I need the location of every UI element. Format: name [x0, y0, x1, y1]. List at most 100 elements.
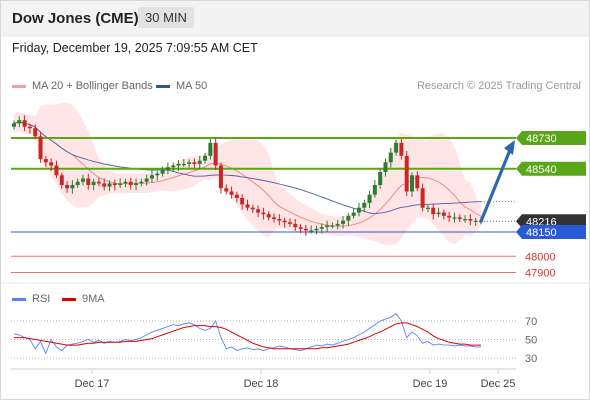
candle-body	[383, 162, 388, 173]
candle-body	[245, 204, 250, 208]
ma50-swatch	[156, 84, 170, 88]
level-tag-bg	[516, 225, 586, 239]
level-label-48000: 48000	[525, 251, 556, 263]
level-tag-text: 48150	[526, 227, 557, 239]
candle-body	[431, 207, 436, 215]
candle-body	[80, 178, 85, 182]
candle-body	[102, 183, 107, 187]
rsi-legend-label: RSI	[32, 293, 51, 305]
candle-body	[277, 219, 282, 221]
price-levels	[11, 137, 516, 274]
candle-body	[208, 142, 213, 156]
candle-body	[261, 212, 266, 215]
candle-body	[325, 225, 330, 228]
candle-body	[240, 197, 245, 205]
rsi-ma-line	[14, 322, 481, 350]
rsi-tick-label: 30	[525, 353, 537, 365]
candle-body	[65, 185, 70, 189]
candle-body	[425, 207, 430, 209]
candle-body	[70, 185, 75, 189]
forecast-arrow	[479, 140, 515, 223]
rsi-ma-swatch	[62, 297, 76, 301]
rsi-panel: 70 50 30	[11, 312, 537, 365]
candle-body	[176, 163, 181, 166]
candle-body	[341, 220, 346, 224]
candle-body	[224, 188, 229, 192]
level-tag-bg	[516, 161, 586, 176]
rsi-tick-label: 70	[525, 316, 537, 328]
candle-body	[203, 155, 208, 161]
candle-body	[473, 220, 478, 222]
rsi-swatch	[12, 297, 26, 301]
level-label-47900: 47900	[525, 268, 556, 280]
candle-body	[256, 209, 261, 213]
candle-body	[229, 191, 234, 195]
candle-body	[447, 215, 452, 218]
candle-body	[378, 172, 383, 185]
candle-body	[192, 162, 197, 164]
candle-body	[118, 183, 123, 185]
candle-body	[436, 212, 441, 215]
timeframe-badge[interactable]: 30 MIN	[138, 7, 194, 28]
candle-body	[59, 175, 64, 185]
candle-body	[49, 162, 54, 166]
candle-body	[356, 207, 361, 213]
candle-body	[187, 162, 192, 164]
copyright-notice: Research © 2025 Trading Central	[416, 80, 581, 92]
candle-body	[112, 183, 117, 185]
candles	[12, 115, 483, 236]
candle-body	[171, 165, 176, 168]
candle-body	[234, 194, 239, 198]
candle-body	[309, 230, 314, 232]
candle-body	[399, 142, 404, 156]
candle-body	[367, 194, 372, 203]
candle-body	[314, 228, 319, 231]
candle-body	[457, 217, 462, 220]
candle-body	[181, 163, 186, 166]
candle-body	[43, 159, 48, 163]
candle-body	[149, 175, 154, 179]
candle-body	[410, 175, 415, 192]
candle-body	[107, 183, 112, 187]
bollinger-band-area	[14, 103, 481, 246]
candle-body	[298, 227, 303, 229]
rsi-tick-label: 50	[525, 335, 537, 347]
ma50-legend: MA 50	[156, 80, 207, 92]
ma20-legend-label: MA 20 + Bollinger Bands	[32, 80, 153, 92]
candle-body	[266, 214, 271, 218]
rsi-line	[13, 312, 481, 355]
forecast-arrow-shaft	[479, 148, 512, 223]
candle-body	[415, 175, 420, 189]
candle-body	[144, 178, 149, 182]
candle-body	[362, 202, 367, 208]
level-label-48730: 48730	[516, 131, 586, 145]
candle-body	[213, 142, 218, 166]
rsi-ma-legend: 9MA	[62, 293, 105, 305]
x-tick-label: Dec 25	[481, 378, 516, 390]
candle-body	[404, 155, 409, 192]
candle-body	[123, 181, 128, 184]
candle-body	[165, 167, 170, 171]
candle-body	[96, 181, 101, 184]
candle-body	[134, 183, 139, 185]
x-tick-label: Dec 18	[244, 378, 279, 390]
x-tick-label: Dec 19	[413, 378, 448, 390]
level-tag-text: 47900	[525, 268, 556, 280]
forecast-arrow-head	[504, 140, 515, 155]
candle-body	[86, 178, 91, 185]
x-axis: Dec 17 Dec 18 Dec 19 Dec 25	[75, 369, 516, 390]
rsi-ma-legend-label: 9MA	[82, 293, 105, 305]
indicator-lines	[13, 121, 482, 227]
bollinger-bands	[14, 103, 481, 246]
candle-body	[160, 170, 165, 174]
candle-body	[330, 225, 335, 227]
candle-body	[218, 165, 223, 189]
candle-body	[293, 223, 298, 228]
candle-body	[197, 160, 202, 164]
candle-body	[139, 181, 144, 184]
x-tick-label: Dec 17	[75, 378, 110, 390]
level-tag-text: 48730	[526, 133, 557, 145]
candle-body	[346, 215, 351, 221]
